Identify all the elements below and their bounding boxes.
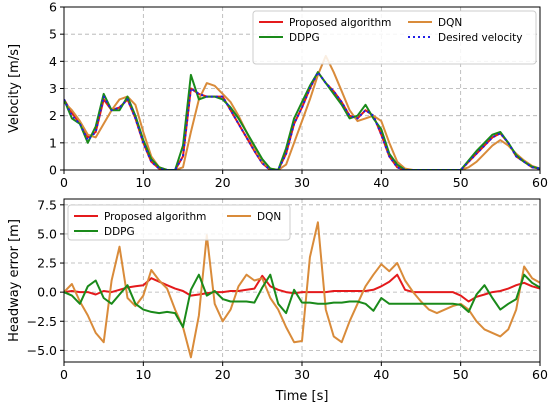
x-tick-label: 20 xyxy=(215,367,231,382)
legend-label: Desired velocity xyxy=(438,32,523,44)
panel-velocity: 0 10 20 30 40 50 60 0 1 2 3 4 5 6 Velocity [m/s] Propos… xyxy=(7,0,548,190)
series-line-proposed-algorithm xyxy=(64,273,540,303)
legend-label: DQN xyxy=(257,211,281,223)
y-tick-label: 4 xyxy=(49,54,57,69)
x-tick-label: 10 xyxy=(135,175,151,190)
x-tick-label: 10 xyxy=(135,367,151,382)
x-tick-label: 50 xyxy=(453,175,469,190)
y-tick-label: 0 xyxy=(49,163,57,178)
x-tick-label: 30 xyxy=(294,367,310,382)
legend-label: DQN xyxy=(438,17,462,29)
axes-frame xyxy=(63,6,541,171)
x-tick-label: 0 xyxy=(60,175,68,190)
y-tick-label: −5.0 xyxy=(27,343,57,358)
y-tick-label: 5 xyxy=(49,27,57,42)
series-line-desired-velocity xyxy=(64,71,540,170)
legend-label: Proposed algorithm xyxy=(289,17,391,29)
series-line-dqn xyxy=(64,54,540,170)
legend-label: DDPG xyxy=(104,226,135,238)
x-axis-label: Time [s] xyxy=(275,389,329,404)
x-tick-label: 60 xyxy=(532,175,548,190)
legend-box xyxy=(252,10,537,65)
y-tick-label: 6 xyxy=(49,0,57,15)
y-tick-label: −2.5 xyxy=(27,314,57,329)
x-tick-label: 30 xyxy=(294,175,310,190)
y-tick-label: 2 xyxy=(49,108,57,123)
series-line-ddpg xyxy=(64,71,540,170)
series-group xyxy=(64,221,540,359)
x-tick-label: 40 xyxy=(373,367,389,382)
y-tick-label: 2.5 xyxy=(37,256,57,271)
y-axis-label: Headway error [m] xyxy=(7,219,22,342)
y-tick-label: 3 xyxy=(49,81,57,96)
panel-headway-error: 0 10 20 30 40 50 60 −5.0 −2.5 0.0 2.5 5.0 7.5 Headway… xyxy=(7,197,548,404)
legend-label: DDPG xyxy=(289,32,320,44)
x-tick-label: 60 xyxy=(532,367,548,382)
x-tick-label: 0 xyxy=(60,367,68,382)
legend-label: Proposed algorithm xyxy=(104,211,206,223)
legend-box xyxy=(67,204,291,241)
y-tick-label: 5.0 xyxy=(37,226,57,241)
x-tick-label: 40 xyxy=(373,175,389,190)
series-line-dqn xyxy=(64,221,540,359)
y-axis-label: Velocity [m/s] xyxy=(7,44,22,133)
y-tick-label: 0.0 xyxy=(37,285,57,300)
x-tick-label: 20 xyxy=(215,175,231,190)
series-group xyxy=(64,54,540,170)
x-tick-label: 50 xyxy=(453,367,469,382)
axes-frame xyxy=(63,198,541,363)
legend: Proposed algorithm DQN DDPG xyxy=(67,204,291,241)
y-tick-label: 1 xyxy=(49,135,57,150)
legend: Proposed algorithm DQN DDPG Desired velocit… xyxy=(252,10,537,65)
series-line-ddpg xyxy=(64,273,540,329)
y-tick-label: 7.5 xyxy=(37,197,57,212)
